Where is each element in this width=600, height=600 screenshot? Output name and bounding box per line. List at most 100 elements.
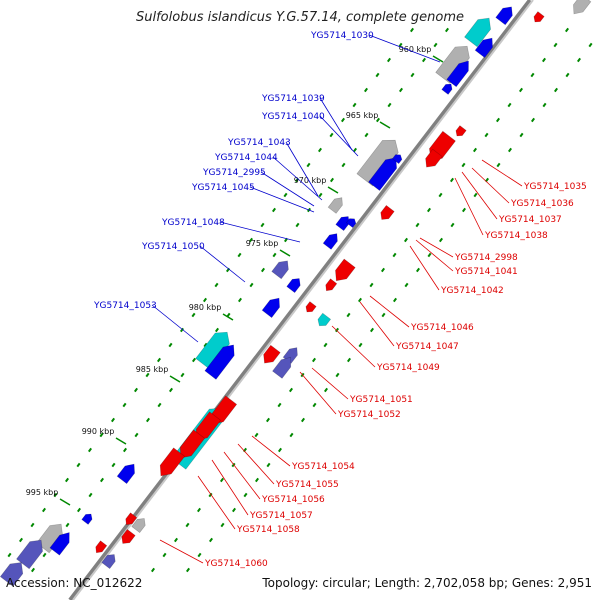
tick-dot [357, 297, 363, 303]
leader-line [237, 443, 275, 485]
genome-backbone [68, 0, 532, 600]
leader-line [481, 159, 523, 187]
gene-arrow-shape [368, 157, 397, 191]
scale-tick-label: 990 kbp [82, 427, 115, 436]
gene-label-left: YG5714_1043 [227, 138, 291, 148]
tick-dot [214, 327, 220, 333]
tick-dot [496, 162, 501, 168]
tick-dot [495, 117, 501, 123]
tick-dot [243, 492, 248, 498]
gene-arrow-shape [495, 6, 513, 26]
tick-dot [168, 387, 174, 393]
gene-arrow [271, 260, 289, 280]
leader-line [359, 301, 395, 347]
gene-arrow [356, 139, 399, 187]
leader-line [211, 459, 249, 516]
gene-arrow [261, 297, 280, 319]
tick-dot [99, 432, 104, 438]
gene-arrow-shape [131, 518, 146, 534]
gene-label-right: YG5714_1049 [376, 363, 440, 373]
leader-line [199, 245, 246, 283]
leader-line [319, 115, 359, 157]
gene-arrow-shape [159, 447, 186, 477]
gene-label-right: YG5714_1041 [454, 267, 518, 277]
map-title: Sulfolobus islandicus Y.G.57.14, complet… [136, 10, 464, 25]
scale-tick-mark [432, 55, 444, 63]
tick-dot [237, 252, 242, 258]
scale-tick-label: 970 kbp [294, 176, 327, 185]
tick-dot [323, 387, 329, 393]
gene-arrow [36, 523, 63, 554]
tick-dot [203, 342, 208, 348]
tick-dot [484, 177, 490, 183]
scale-tick-mark [327, 186, 339, 194]
tick-dot [415, 267, 421, 273]
tick-dot [208, 537, 214, 543]
tick-dot [484, 132, 489, 138]
gene-arrow-shape [286, 278, 301, 294]
tick-dot [415, 222, 420, 228]
leader-line [409, 245, 440, 291]
leader-line [272, 156, 323, 201]
tick-dot [76, 507, 82, 513]
tick-dot [283, 192, 288, 198]
tick-dot [530, 117, 536, 123]
tick-dot [375, 117, 381, 123]
leader-line [159, 539, 204, 564]
tick-dot [507, 147, 513, 153]
tick-dot [329, 132, 334, 138]
gene-arrow [474, 37, 493, 59]
gene-arrow [305, 301, 317, 313]
scale-tick-mark [222, 313, 234, 321]
tick-dot [122, 402, 127, 408]
leader-line [368, 34, 441, 63]
gene-arrow [125, 512, 138, 526]
gene-features [0, 0, 592, 587]
tick-dot [277, 402, 282, 408]
tick-dot [576, 57, 582, 63]
tick-dot [30, 522, 35, 528]
tick-dot [288, 387, 294, 393]
gene-arrow [101, 554, 116, 570]
gene-arrow [425, 148, 443, 168]
gene-arrow [286, 278, 301, 294]
gene-label-right: YG5714_1047 [395, 342, 459, 352]
gene-arrow [179, 429, 206, 459]
leader-line [197, 475, 236, 530]
tick-dot [219, 477, 225, 483]
leader-line [219, 221, 301, 243]
gene-arrow-shape [441, 83, 453, 95]
tick-dot [404, 282, 409, 288]
tick-dot [18, 537, 24, 543]
tick-dot [277, 447, 283, 453]
tick-dot [381, 312, 386, 318]
tick-dot [553, 87, 559, 93]
gene-label-left: YG5714_2995 [202, 168, 266, 178]
tick-dot [403, 237, 409, 243]
tick-dot [265, 417, 271, 423]
tick-dot [421, 57, 427, 63]
tick-dot [346, 312, 351, 318]
gene-arrow [327, 197, 343, 214]
gene-arrow-shape [322, 233, 338, 250]
tick-dot [553, 42, 558, 48]
gene-arrow [263, 344, 281, 364]
tick-dot [231, 507, 237, 513]
tick-dot [220, 522, 225, 528]
tick-dot [392, 297, 398, 303]
tick-dot [162, 552, 167, 558]
leader-line [223, 451, 261, 500]
gene-arrow-shape [317, 312, 332, 327]
scale-tick-label: 980 kbp [189, 303, 222, 312]
leader-line [260, 171, 315, 207]
gene-label-right: YG5714_1038 [484, 231, 548, 241]
tick-dot [335, 372, 340, 378]
scale-tick-label: 985 kbp [136, 365, 169, 374]
gene-arrow [95, 540, 108, 554]
scale-tick-label: 995 kbp [26, 488, 59, 497]
gene-arrow [159, 447, 186, 477]
gene-arrow [464, 17, 491, 48]
tick-dot [110, 417, 116, 423]
gene-label-right: YG5714_1054 [291, 462, 355, 472]
